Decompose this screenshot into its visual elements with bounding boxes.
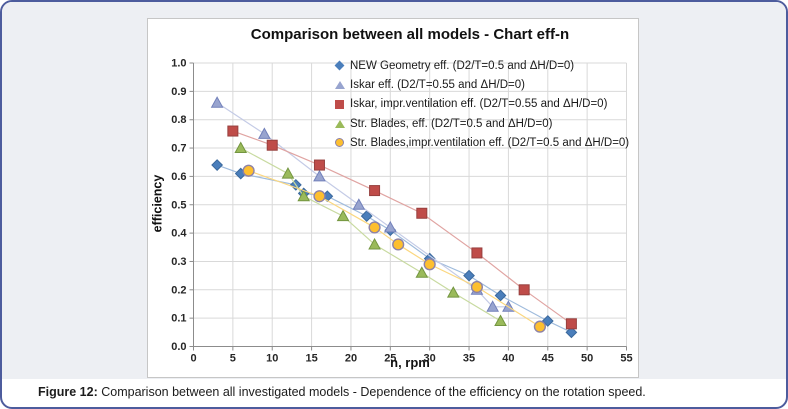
legend-label: NEW Geometry eff. (D2/T=0.5 and ΔH/D=0) — [350, 59, 575, 72]
svg-text:40: 40 — [502, 353, 514, 365]
chart-title: Comparison between all models - Chart ef… — [250, 26, 570, 43]
legend-item: Iskar, impr.ventilation eff. (D2/T=0.55 … — [333, 95, 629, 114]
svg-text:0.0: 0.0 — [171, 341, 186, 353]
square-marker-icon — [333, 99, 346, 109]
x-axis-title: n, rpm — [390, 355, 430, 370]
svg-text:0.9: 0.9 — [171, 86, 186, 98]
triangle-marker-icon — [333, 80, 346, 89]
svg-text:1.0: 1.0 — [171, 58, 186, 70]
figure-caption-label: Figure 12: — [38, 385, 98, 399]
diamond-marker-icon — [333, 60, 346, 71]
svg-text:30: 30 — [424, 353, 436, 365]
svg-text:15: 15 — [305, 353, 317, 365]
legend-label: Iskar eff. (D2/T=0.55 and ΔH/D=0) — [350, 78, 525, 91]
chart-box: Comparison between all models - Chart ef… — [147, 18, 639, 378]
svg-text:0.4: 0.4 — [171, 228, 187, 240]
svg-text:0: 0 — [190, 353, 196, 365]
legend-label: Str. Blades,impr.ventilation eff. (D2/T=… — [350, 136, 630, 149]
svg-text:0.2: 0.2 — [171, 284, 186, 296]
legend-item: Str. Blades,impr.ventilation eff. (D2/T=… — [333, 133, 629, 152]
svg-text:45: 45 — [542, 353, 554, 365]
svg-text:0.7: 0.7 — [171, 143, 186, 155]
legend-item: Str. Blades, eff. (D2/T=0.5 and ΔH/D=0) — [333, 114, 629, 133]
svg-text:0.3: 0.3 — [171, 256, 186, 268]
scatter-plot-area: 0 5 10 15 20 25 30 35 40 45 50 55 0.0 0.1 0.2 0.3 0.4 0.5… — [171, 58, 632, 365]
chart-legend: NEW Geometry eff. (D2/T=0.5 and ΔH/D=0) I… — [333, 56, 629, 152]
figure-caption-text: Comparison between all investigated mode… — [97, 385, 646, 399]
circle-marker-icon — [333, 138, 346, 148]
svg-text:35: 35 — [463, 353, 475, 365]
svg-text:5: 5 — [230, 353, 236, 365]
svg-text:55: 55 — [620, 353, 632, 365]
legend-label: Iskar, impr.ventilation eff. (D2/T=0.55 … — [350, 98, 608, 111]
svg-text:50: 50 — [581, 353, 593, 365]
triangle-marker-icon — [333, 119, 346, 128]
legend-item: Iskar eff. (D2/T=0.55 and ΔH/D=0) — [333, 75, 629, 94]
svg-text:20: 20 — [345, 353, 357, 365]
svg-text:0.1: 0.1 — [171, 313, 186, 325]
svg-text:0.5: 0.5 — [171, 199, 186, 211]
legend-label: Str. Blades, eff. (D2/T=0.5 and ΔH/D=0) — [350, 117, 553, 130]
svg-text:0.8: 0.8 — [171, 114, 186, 126]
y-axis-title: efficiency — [150, 174, 165, 233]
svg-text:0.6: 0.6 — [171, 171, 186, 183]
svg-text:25: 25 — [384, 353, 396, 365]
legend-item: NEW Geometry eff. (D2/T=0.5 and ΔH/D=0) — [333, 56, 629, 75]
figure-caption: Figure 12: Comparison between all invest… — [38, 385, 646, 399]
svg-text:10: 10 — [266, 353, 278, 365]
